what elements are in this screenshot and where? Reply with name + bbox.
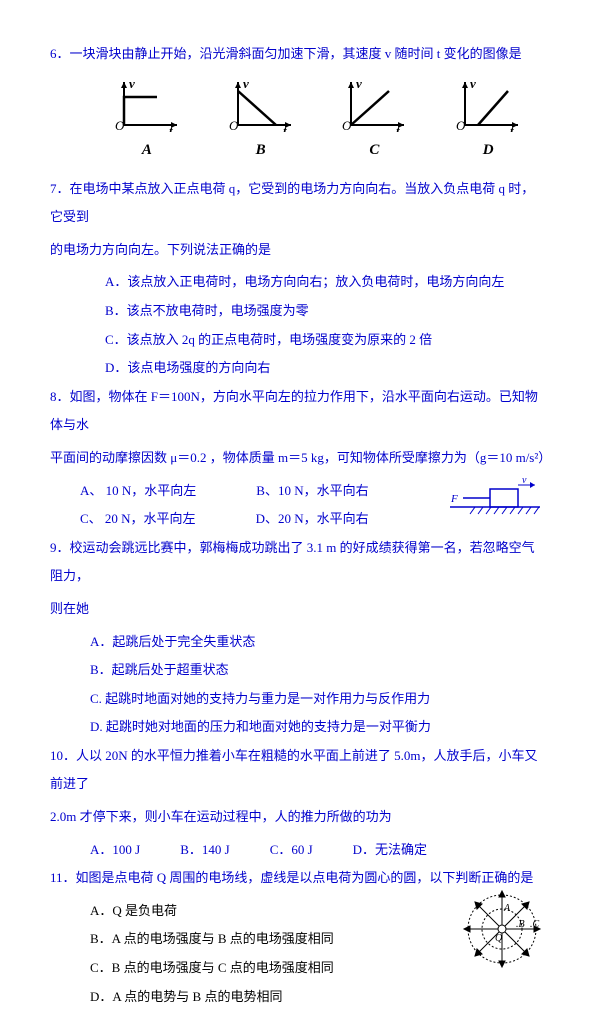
q9-opt-b: B．起跳后处于超重状态 xyxy=(50,656,545,685)
q10-opt-a: A．100 J xyxy=(90,836,140,865)
q9-opt-a: A．起跳后处于完全失重状态 xyxy=(50,628,545,657)
q11-stem: 11．如图是点电荷 Q 周围的电场线，虚线是以点电荷为圆心的圆，以下判断正确的是 xyxy=(50,864,545,893)
q10-stem-1: 10．人以 20N 的水平恒力推着小车在粗糙的水平面上前进了 5.0m，人放手后… xyxy=(50,742,545,799)
svg-text:v: v xyxy=(243,77,249,91)
q10-stem-2: 2.0m 才停下来，则小车在运动过程中，人的推力所做的功为 xyxy=(50,803,545,832)
q7-opt-d: D．该点电场强度的方向向右 xyxy=(50,354,545,383)
q10-opts: A．100 J B．140 J C．60 J D．无法确定 xyxy=(50,836,545,865)
svg-text:t: t xyxy=(510,123,514,132)
svg-text:v: v xyxy=(522,477,527,486)
graph-a-svg: O v t xyxy=(112,77,182,132)
svg-text:O: O xyxy=(115,118,125,132)
svg-text:t: t xyxy=(169,123,173,132)
q7-opt-c: C．该点放入 2q 的正点电荷时，电场强度变为原来的 2 倍 xyxy=(50,326,545,355)
graph-c-label: C xyxy=(339,134,409,167)
q10-opt-b: B．140 J xyxy=(180,836,229,865)
graph-d-label: D xyxy=(453,134,523,167)
q8-opt-a: A、 10 N，水平向左 xyxy=(80,477,196,506)
graph-b-label: B xyxy=(226,134,296,167)
svg-text:Q: Q xyxy=(495,933,503,944)
q7-stem-2: 的电场力方向向左。下列说法正确的是 xyxy=(50,236,545,265)
svg-text:A: A xyxy=(503,903,511,914)
svg-text:t: t xyxy=(283,123,287,132)
graph-c-svg: O v t xyxy=(339,77,409,132)
q7-opt-b: B．该点不放电荷时，电场强度为零 xyxy=(50,297,545,326)
graph-c: O v t C xyxy=(339,77,409,167)
graph-d-svg: O v t xyxy=(453,77,523,132)
graph-a-label: A xyxy=(112,134,182,167)
svg-text:t: t xyxy=(396,123,400,132)
q10-opt-c: C．60 J xyxy=(270,836,313,865)
q7-opt-a: A．该点放入正电荷时，电场方向向右；放入负电荷时，电场方向向左 xyxy=(50,268,545,297)
q9-opt-d: D. 起跳时她对地面的压力和地面对她的支持力是一对平衡力 xyxy=(50,713,545,742)
q10-opt-d: D．无法确定 xyxy=(353,836,427,865)
q6-stem: 6．一块滑块由静止开始，沿光滑斜面匀加速下滑，其速度 v 随时间 t 变化的图像… xyxy=(50,40,545,69)
svg-text:O: O xyxy=(342,118,352,132)
q11-diagram: A .B .C Q xyxy=(460,887,545,972)
q9-stem-1: 9．校运动会跳远比赛中，郭梅梅成功跳出了 3.1 m 的好成绩获得第一名，若忽略… xyxy=(50,534,545,591)
svg-text:O: O xyxy=(229,118,239,132)
q7-stem-1: 7．在电场中某点放入正点电荷 q，它受到的电场力方向向右。当放入负点电荷 q 时… xyxy=(50,175,545,232)
q8-opt-c: C、 20 N，水平向左 xyxy=(80,505,196,534)
svg-text:F: F xyxy=(450,493,458,505)
svg-text:.C: .C xyxy=(530,919,540,930)
graph-b-svg: O v t xyxy=(226,77,296,132)
graph-b: O v t B xyxy=(226,77,296,167)
graph-a: O v t A xyxy=(112,77,182,167)
q8-opt-b: B、10 N，水平向右 xyxy=(256,477,368,506)
q11-opt-d: D．A 点的电势与 B 点的电势相同 xyxy=(50,983,545,1011)
q8-stem-1: 8．如图，物体在 F＝100N，方向水平向左的拉力作用下，沿水平面向右运动。已知… xyxy=(50,383,545,440)
svg-text:O: O xyxy=(456,118,466,132)
q8-opt-d: D、20 N，水平向右 xyxy=(256,505,369,534)
svg-text:v: v xyxy=(356,77,362,91)
svg-text:.B: .B xyxy=(516,919,525,930)
svg-text:v: v xyxy=(470,77,476,91)
q6-graphs: O v t A O v t B O v t C xyxy=(90,77,545,167)
svg-text:v: v xyxy=(129,77,135,91)
q8-diagram: F v xyxy=(445,477,545,517)
graph-d: O v t D xyxy=(453,77,523,167)
q8-stem-2: 平面间的动摩擦因数 μ＝0.2 ，物体质量 m＝5 kg，可知物体所受摩擦力为（… xyxy=(50,444,545,473)
q9-opt-c: C. 起跳时地面对她的支持力与重力是一对作用力与反作用力 xyxy=(50,685,545,714)
q9-stem-2: 则在她 xyxy=(50,595,545,624)
